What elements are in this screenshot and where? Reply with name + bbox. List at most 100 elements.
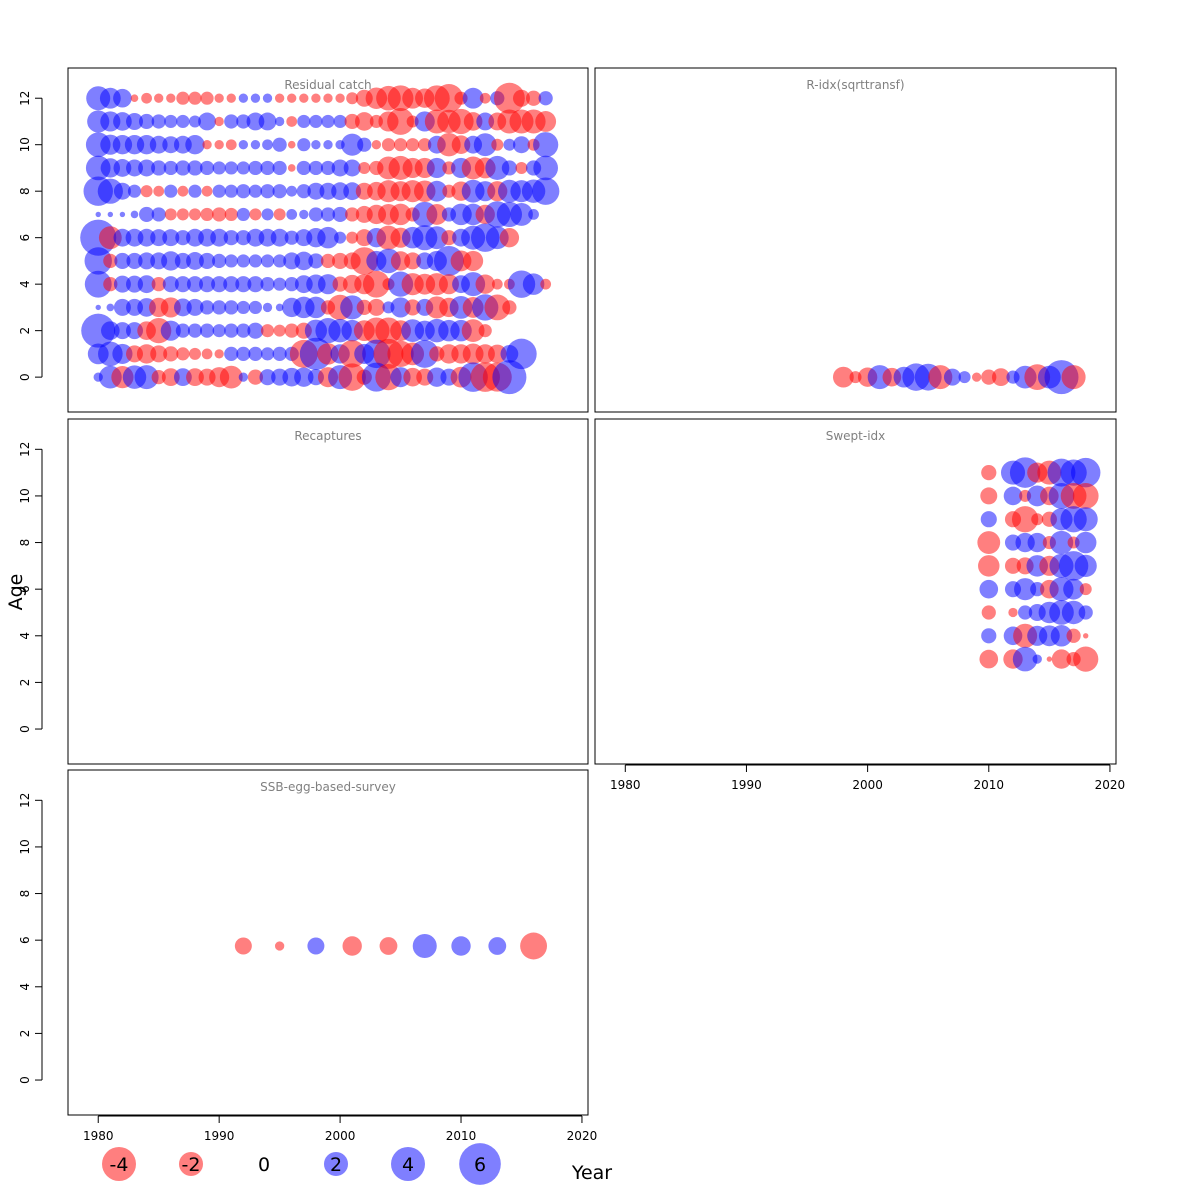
residual-catch-y-tick-label: 12: [18, 91, 32, 106]
residual-catch-bubble: [161, 251, 181, 271]
residual-catch-bubble: [475, 274, 495, 294]
panel-swept-idx-title: Swept-idx: [826, 429, 886, 443]
swept-idx-bubble: [979, 649, 999, 669]
residual-catch-bubble: [113, 322, 131, 340]
residual-catch-bubble: [286, 209, 298, 220]
ssb-egg-y-tick-label: 10: [18, 839, 32, 854]
panel-recaptures-title: Recaptures: [294, 429, 361, 443]
residual-catch-bubble: [113, 182, 131, 200]
residual-catch-bubble: [273, 277, 287, 291]
residual-catch-bubble: [186, 298, 204, 316]
panel-r-idx-frame: [594, 67, 1117, 413]
residual-catch-bubble: [522, 273, 545, 295]
ssb-egg-bubble: [274, 941, 285, 951]
residual-catch-bubble: [356, 299, 372, 316]
swept-idx-bubble: [1074, 531, 1097, 554]
residual-catch-bubble: [174, 276, 191, 293]
residual-catch-bubble: [473, 133, 497, 157]
residual-catch-bubble: [538, 91, 553, 106]
residual-catch-bubble: [404, 252, 422, 270]
ssb-egg-bubble: [488, 937, 507, 955]
recaptures-y-tick-label: 4: [18, 632, 32, 640]
residual-catch-bubble: [260, 324, 275, 338]
residual-catch-bubble: [260, 347, 275, 361]
swept-idx-bubble: [980, 487, 998, 505]
residual-catch-bubble: [212, 161, 226, 175]
residual-catch-bubble: [540, 278, 552, 290]
ssb-egg-bubble: [412, 933, 437, 959]
residual-catch-bubble: [175, 323, 190, 338]
r-idx-bubble: [832, 366, 854, 388]
residual-catch-bubble: [199, 300, 215, 315]
residual-catch-bubble: [273, 208, 286, 221]
legend-label: 4: [402, 1154, 414, 1176]
residual-catch-bubble: [299, 209, 309, 220]
residual-catch-bubble: [492, 360, 527, 395]
residual-catch-bubble: [212, 184, 226, 198]
swept-idx-bubble: [981, 465, 997, 481]
residual-catch-bubble: [210, 228, 229, 247]
residual-catch-bubble: [461, 319, 485, 343]
residual-catch-bubble: [261, 208, 274, 221]
left-x-tick-label: 1980: [83, 1129, 114, 1143]
residual-catch-bubble: [357, 137, 372, 152]
residual-catch-bubble: [212, 300, 227, 315]
residual-catch-bubble: [260, 160, 275, 176]
residual-catch-y-tick-label: 0: [18, 373, 32, 381]
residual-catch-bubble: [188, 115, 201, 128]
residual-catch-bubble: [284, 323, 299, 338]
residual-catch-bubble: [272, 137, 287, 152]
residual-catch-bubble: [533, 155, 558, 181]
residual-catch-bubble: [333, 114, 347, 129]
residual-catch-bubble: [113, 88, 132, 108]
residual-catch-bubble: [219, 365, 243, 389]
residual-catch-bubble: [317, 274, 339, 295]
r-idx-bubble: [1061, 365, 1086, 390]
residual-catch-bubble: [164, 208, 177, 221]
ssb-egg-bubble: [307, 937, 325, 955]
ssb-egg-bubble: [342, 936, 362, 956]
panel-r-idx: R-idx(sqrttransf): [594, 67, 1117, 413]
ssb-egg-y-tick-label: 6: [18, 936, 32, 944]
residual-catch-bubble: [236, 346, 251, 362]
residual-catch-bubble: [338, 363, 366, 391]
residual-catch-bubble: [126, 112, 144, 130]
residual-catch-bubble: [211, 276, 228, 293]
swept-idx-bubble: [1049, 530, 1074, 555]
recaptures-y-tick-label: 10: [18, 488, 32, 503]
residual-catch-bubble: [113, 298, 131, 316]
residual-catch-bubble: [478, 324, 492, 338]
residual-catch-bubble: [176, 208, 189, 221]
residual-catch-bubble: [236, 254, 250, 268]
residual-catch-bubble: [153, 185, 165, 197]
residual-catch-bubble: [381, 138, 396, 152]
residual-catch-bubble: [163, 160, 178, 176]
swept-idx-bubble: [1011, 506, 1039, 533]
residual-catch-bubble: [84, 247, 112, 275]
residual-catch-bubble: [127, 184, 142, 198]
panel-recaptures: Recaptures 0 2 4 6 8 10 12: [18, 418, 589, 765]
residual-catch-bubble: [393, 138, 408, 152]
left-x-tick-label: 2010: [446, 1129, 477, 1143]
residual-catch-bubble: [97, 178, 123, 204]
residual-catch-bubble: [320, 207, 336, 222]
residual-catch-bubble: [275, 303, 284, 312]
residual-catch-bubble: [175, 160, 191, 176]
panel-recaptures-frame: [67, 418, 589, 765]
residual-catch-bubble: [151, 114, 166, 129]
legend-label: 2: [330, 1154, 342, 1176]
residual-catch-bubble: [343, 182, 362, 201]
residual-catch-bubble: [309, 114, 323, 129]
residual-catch-bubble: [198, 112, 216, 131]
residual-catch-bubble: [214, 349, 224, 359]
residual-catch-bubble: [248, 184, 263, 198]
swept-idx-bubble: [1004, 557, 1022, 574]
residual-catch-bubble: [188, 208, 201, 221]
residual-catch-bubble: [200, 91, 214, 105]
residual-catch-bubble: [238, 140, 249, 150]
residual-catch-bubble: [187, 160, 203, 176]
ssb-egg-bubble: [451, 936, 471, 956]
residual-catch-bubble: [321, 114, 335, 129]
residual-catch-bubble: [114, 252, 131, 269]
residual-catch-bubble: [297, 138, 311, 152]
